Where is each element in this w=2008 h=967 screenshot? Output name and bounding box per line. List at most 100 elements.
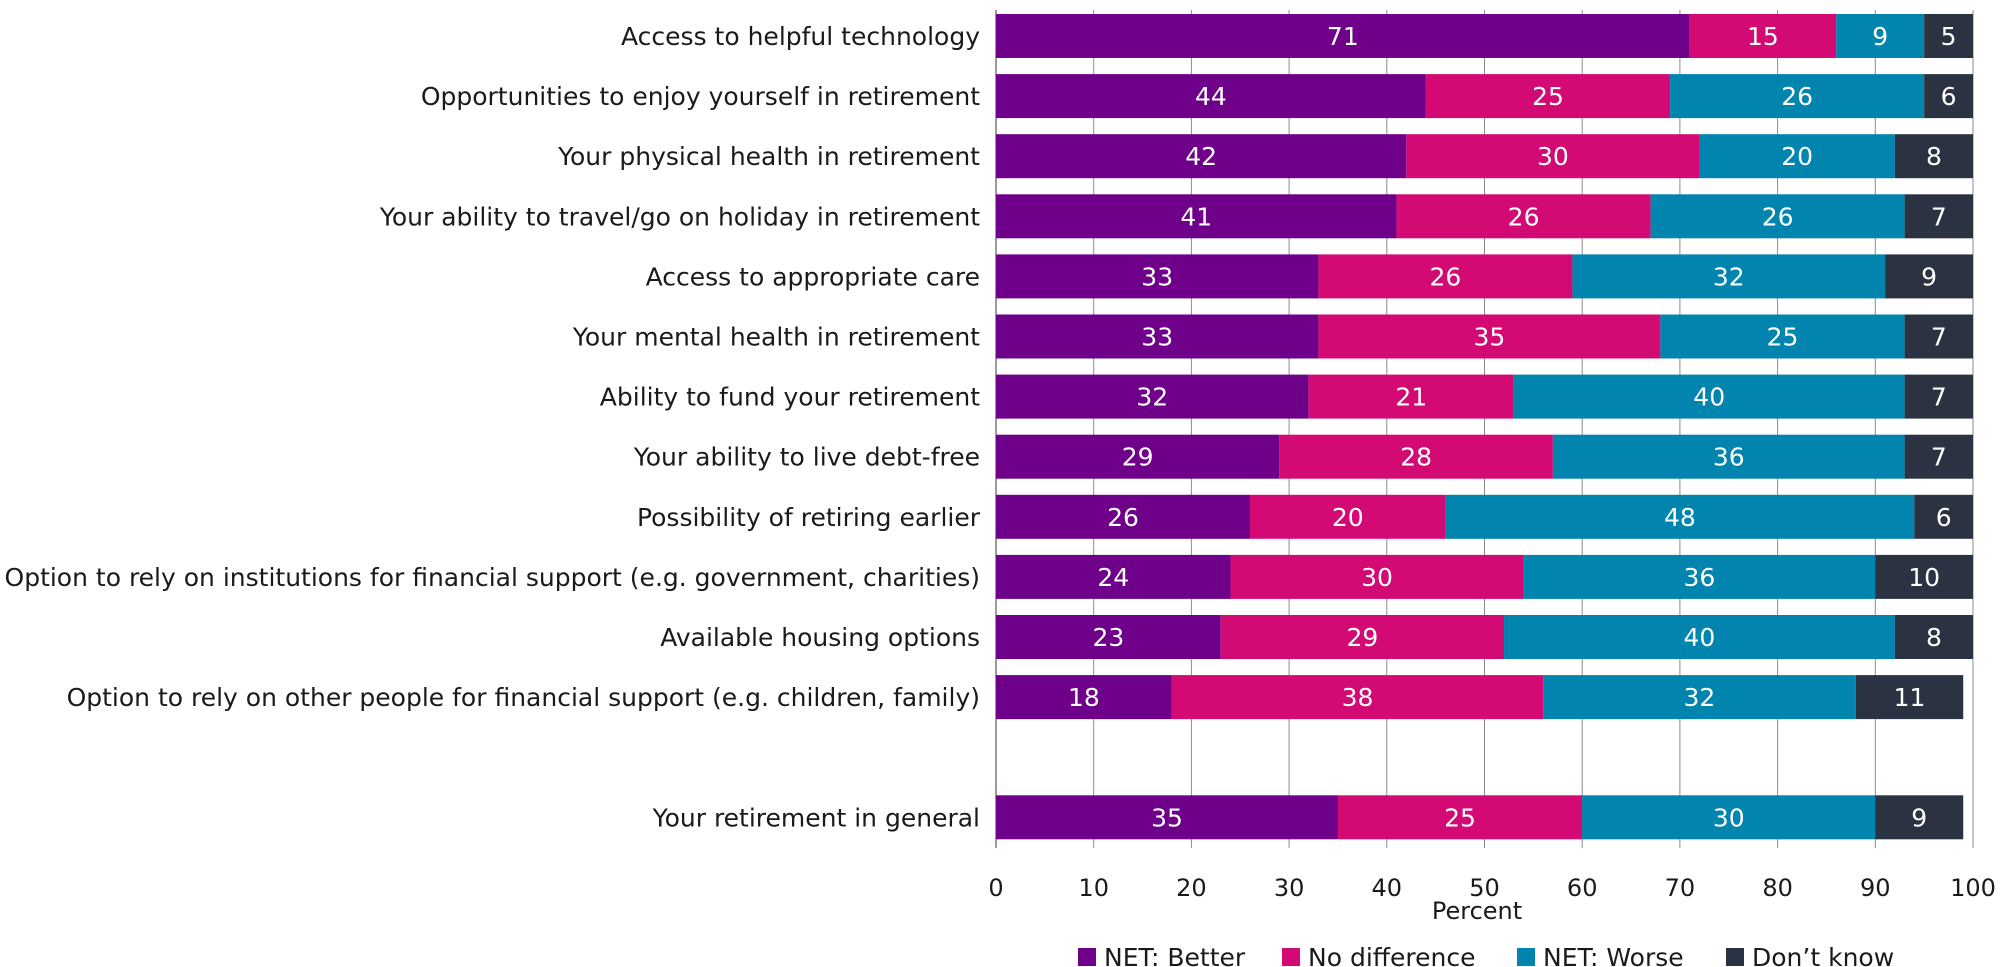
- category-label: Access to appropriate care: [646, 262, 980, 291]
- category-label: Your mental health in retirement: [572, 323, 980, 352]
- bar-segment: [1396, 194, 1651, 239]
- x-tick-label: 40: [1372, 874, 1403, 902]
- bar-value-label: 36: [1684, 563, 1716, 592]
- x-axis: Percent 0 10 20 30 40 50 60 70 80 90 100: [988, 874, 1996, 925]
- category-label: Your retirement in general: [652, 803, 980, 832]
- x-tick-label: 30: [1274, 874, 1305, 902]
- bar-segment: [996, 615, 1221, 659]
- legend-swatch: [1726, 948, 1744, 966]
- bar-segment: [1904, 314, 1973, 359]
- bar-value-label: 35: [1151, 803, 1183, 832]
- x-tick-label: 0: [988, 874, 1003, 902]
- bar-value-label: 26: [1762, 202, 1794, 231]
- bar-value-label: 9: [1921, 262, 1937, 291]
- bar-segment: [1279, 434, 1553, 479]
- bar-segment: [1406, 134, 1700, 179]
- bar-value-label: 25: [1444, 803, 1476, 832]
- bar-value-label: 11: [1894, 683, 1926, 712]
- bar-segment: [1660, 314, 1905, 359]
- x-tick-label: 90: [1860, 874, 1891, 902]
- bar-value-label: 21: [1395, 383, 1427, 412]
- bar-segment: [996, 314, 1319, 359]
- category-label: Your ability to live debt-free: [633, 443, 980, 472]
- bar-value-label: 25: [1532, 82, 1564, 111]
- x-tick-label: 60: [1567, 874, 1598, 902]
- category-label: Ability to fund your retirement: [600, 383, 980, 412]
- legend: NET: Better No difference NET: Worse Don’t …: [1078, 943, 1894, 967]
- bar-segment: [1924, 14, 1973, 58]
- bar-segment: [1220, 615, 1505, 659]
- bar-segment: [1670, 74, 1925, 119]
- category-label: Possibility of retiring earlier: [637, 503, 981, 532]
- bar-value-label: 9: [1911, 803, 1927, 832]
- bar-value-label: 29: [1122, 443, 1154, 472]
- bar-segment: [1875, 554, 1973, 599]
- bar-segment: [996, 134, 1407, 179]
- bar-segment: [1904, 194, 1973, 239]
- bar-segment: [996, 74, 1426, 119]
- bar-segment: [1318, 314, 1661, 359]
- x-tick-label: 80: [1762, 874, 1793, 902]
- bar-segment: [1445, 494, 1915, 539]
- bar-segment: [996, 554, 1231, 599]
- bar-segment: [1572, 254, 1886, 299]
- bar-value-label: 33: [1141, 323, 1173, 352]
- bar-segment: [1894, 615, 1973, 659]
- bar-segment: [996, 675, 1172, 720]
- category-label: Your ability to travel/go on holiday in …: [379, 202, 980, 231]
- x-tick-label: 50: [1469, 874, 1500, 902]
- legend-label: NET: Better: [1104, 943, 1246, 967]
- bar-segment: [1308, 374, 1514, 419]
- category-label: Available housing options: [660, 623, 980, 652]
- bar-value-label: 38: [1342, 683, 1374, 712]
- bar-value-label: 7: [1931, 323, 1947, 352]
- bar-segment: [1904, 434, 1973, 479]
- bar-value-label: 30: [1361, 563, 1393, 592]
- bar-segment: [1582, 795, 1876, 840]
- category-label: Access to helpful technology: [621, 22, 980, 51]
- bar-segment: [996, 374, 1309, 419]
- bar-segment: [1689, 14, 1837, 58]
- bar-segment: [996, 254, 1319, 299]
- bar-value-label: 30: [1537, 142, 1569, 171]
- bar-segment: [1699, 134, 1895, 179]
- category-label: Your physical health in retirement: [557, 142, 980, 171]
- bar-value-label: 48: [1664, 503, 1696, 532]
- bar-segment: [1523, 554, 1876, 599]
- bar-value-label: 7: [1931, 443, 1947, 472]
- bar-value-label: 18: [1068, 683, 1100, 712]
- bars: 71 15 9 5 44 25 26 6 42 30 20 8 41 26 26 7 33 26 32 9 33 35 25…: [996, 14, 1973, 840]
- category-labels: Access to helpful technology Opportunitie…: [5, 22, 981, 832]
- bar-value-label: 33: [1141, 262, 1173, 291]
- bar-segment: [1318, 254, 1573, 299]
- bar-segment: [996, 494, 1251, 539]
- bar-segment: [996, 14, 1690, 58]
- bar-value-label: 42: [1185, 142, 1217, 171]
- legend-swatch: [1078, 948, 1096, 966]
- bar-value-label: 32: [1713, 262, 1745, 291]
- bar-value-label: 15: [1747, 22, 1779, 51]
- bar-value-label: 6: [1941, 82, 1957, 111]
- x-axis-title: Percent: [1432, 897, 1522, 925]
- x-tick-label: 100: [1950, 874, 1996, 902]
- bar-value-label: 25: [1767, 323, 1799, 352]
- bar-segment: [1513, 374, 1905, 419]
- bar-value-label: 24: [1097, 563, 1129, 592]
- bar-segment: [1875, 795, 1964, 840]
- bar-value-label: 32: [1684, 683, 1716, 712]
- bar-value-label: 8: [1926, 142, 1942, 171]
- bar-value-label: 10: [1908, 563, 1940, 592]
- bar-segment: [1425, 74, 1671, 119]
- bar-value-label: 71: [1327, 22, 1359, 51]
- bar-value-label: 7: [1931, 383, 1947, 412]
- bar-segment: [996, 795, 1338, 840]
- bar-segment: [1836, 14, 1925, 58]
- bar-segment: [1855, 675, 1964, 720]
- bar-segment: [1885, 254, 1973, 299]
- bar-value-label: 5: [1941, 22, 1957, 51]
- bar-value-label: 7: [1931, 202, 1947, 231]
- bar-segment: [1250, 494, 1446, 539]
- bar-value-label: 26: [1781, 82, 1813, 111]
- bar-segment: [1230, 554, 1524, 599]
